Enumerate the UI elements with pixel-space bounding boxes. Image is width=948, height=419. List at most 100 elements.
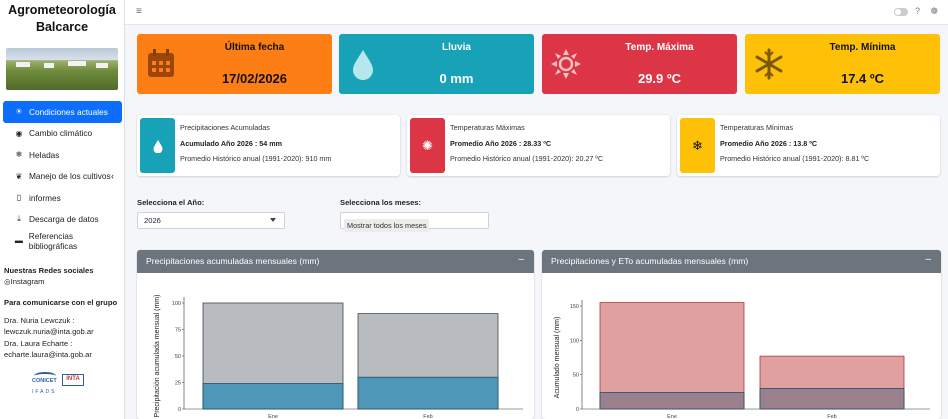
y-tick-label: 100 [172,301,181,307]
info-box-historic: Promedio Histórico anual (1991-2020): 20… [450,154,604,163]
sidebar-item-label: Referencias bibliográficas [28,230,78,251]
y-axis-label: Acumulado mensual (mm) [554,317,561,399]
sidebar-item-label: Descarga de datos [29,214,99,225]
months-select-label: Selecciona los meses: [340,198,422,207]
x-tick-label: Feb [827,414,836,419]
y-tick-label: 0 [576,407,579,413]
collapse-icon[interactable]: – [925,254,931,265]
chevron-left-icon: ‹ [111,171,114,182]
year-select-label: Selecciona el Año: [137,198,205,207]
value-box-value: 29.9 ºC [637,71,682,86]
sidebar-item-informes[interactable]: ▯ informes [3,187,122,209]
dark-mode-toggle[interactable] [894,8,908,16]
seedling-icon: ❦ [15,171,23,181]
conicet-logo-arc [34,372,56,380]
sun-icon [551,49,581,79]
bar-ene-series-2 [599,392,745,410]
contact-section: Para comunicarse con el grupo [4,298,117,309]
ifads-logo: IFADS [32,389,57,395]
info-box-title: Temperaturas Máximas [450,123,525,132]
contact-2: Dra. Laura Echarte : echarte.laura@inta.… [4,339,92,360]
value-box-lluvia: Lluvia 0 mm [339,34,534,94]
info-box-value: Promedio Año 2026 : 28.33 ºC [450,139,552,148]
y-tick-label: 25 [175,381,181,387]
value-box-title: Temp. Mínima [829,42,896,53]
value-box-value: 17.4 ºC [840,71,885,86]
months-select[interactable]: Mostrar todos los meses [340,212,489,232]
contact-1-email[interactable]: lewczuk.nuria@inta.gob.ar [4,326,94,336]
sidebar-item-heladas[interactable]: ❄ Heladas [3,144,122,166]
card-precipitaciones-eto: Precipitaciones y ETo acumuladas mensual… [542,250,941,419]
contact-1: Dra. Nuria Lewczuk : lewczuk.nuria@inta.… [4,316,94,337]
snowflake-icon [755,48,783,80]
calendar-icon [148,49,174,77]
sidebar-item-cambio-climatico[interactable]: ◉ Cambio climático [3,123,122,145]
chart-precipitaciones: 0 25 50 75 100 Precipitación acumulada mensua… [154,295,523,419]
info-box-title: Temperaturas Mínimas [720,123,794,132]
brand-title: Agrometeorología Balcarce [0,0,124,36]
y-tick-label: 50 [573,373,579,379]
bar-ene-series-1 [599,302,745,410]
sun-icon: ☀ [15,107,23,117]
social-title: Nuestras Redes sociales [4,266,94,275]
sidebar-item-label: Condiciones actuales [29,106,108,117]
file-icon: ▯ [16,193,22,203]
y-tick-label: 50 [175,354,181,360]
conicet-logo: CONICET [32,378,57,384]
instagram-link[interactable]: ◎Instagram [4,277,44,286]
y-tick-label: 0 [178,407,181,413]
card-header: Precipitaciones y ETo acumuladas mensual… [542,250,941,273]
snowflake-icon: ❄ [15,150,23,160]
year-select[interactable]: 2026 [137,212,285,229]
card-header: Precipitaciones acumuladas mensuales (mm… [137,250,534,273]
info-box-precipitaciones: Precipitaciones Acumuladas Acumulado Año… [137,115,400,176]
menu-toggle-icon[interactable]: ≡ [136,6,142,17]
info-box-value: Acumulado Año 2026 : 54 mm [180,139,282,148]
contact-2-name: Dra. Laura Echarte : [4,339,73,348]
droplet-icon [140,118,175,173]
brand-line-1: Agrometeorología [8,3,116,17]
value-box-ultima-fecha: Última fecha 17/02/2026 [137,34,332,94]
sidebar-nav: ☀ Condiciones actuales ◉ Cambio climátic… [3,101,122,252]
top-bar: ≡ ? ❁ [125,0,948,25]
value-box-temp-minima: Temp. Mínima 17.4 ºC [745,34,940,94]
book-icon: ▬ [14,236,23,246]
sidebar-item-condiciones-actuales[interactable]: ☀ Condiciones actuales [3,101,122,123]
card-title: Precipitaciones y ETo acumuladas mensual… [551,256,749,266]
gear-icon[interactable]: ❁ [930,6,938,16]
y-tick-label: 150 [570,304,579,310]
info-box-value: Promedio Año 2026 : 13.8 ºC [720,139,818,148]
instagram-icon: ◎ [4,276,11,286]
sidebar-item-manejo-cultivos[interactable]: ❦ Manejo de los cultivos ‹ [3,166,122,188]
months-select-chip: Mostrar todos los meses [344,219,430,232]
info-box-historic: Promedio Histórico anual (1991-2020): 91… [180,154,332,163]
value-box-temp-maxima: Temp. Máxima 29.9 ºC [542,34,737,94]
info-box-historic: Promedio Histórico anual (1991-2020): 8.… [720,154,870,163]
collapse-icon[interactable]: – [518,254,524,265]
bar-feb-series-2 [759,388,905,410]
sun-icon: ✺ [410,118,445,173]
brand-line-2: Balcarce [35,20,89,34]
info-box-title: Precipitaciones Acumuladas [180,123,270,132]
y-tick-label: 75 [175,328,181,334]
sidebar: Agrometeorología Balcarce ☀ Condiciones … [0,0,125,419]
sidebar-item-referencias[interactable]: ▬ Referencias bibliográficas [3,230,122,252]
partner-logos: CONICET INTA IFADS [32,372,92,400]
y-tick-label: 100 [570,338,579,344]
help-icon[interactable]: ? [914,6,920,16]
contact-1-name: Dra. Nuria Lewczuk : [4,316,75,325]
y-axis-label: Precipitación acumulada mensual (mm) [154,295,161,418]
year-select-value: 2026 [144,216,161,225]
download-icon: ⤓ [17,214,21,224]
contact-2-email[interactable]: echarte.laura@inta.gob.ar [4,349,92,359]
caret-down-icon [270,218,276,222]
x-tick-label: Ene [268,414,278,419]
x-tick-label: Feb [423,414,432,419]
sidebar-item-descarga-datos[interactable]: ⤓ Descarga de datos [3,209,122,231]
info-box-temp-maximas: ✺ Temperaturas Máximas Promedio Año 2026… [407,115,670,176]
value-box-value: 17/02/2026 [221,71,288,86]
value-box-title: Última fecha [224,42,285,53]
bar-feb-series-2 [357,376,499,410]
droplet-icon [353,50,373,80]
instagram-label: Instagram [10,276,45,286]
